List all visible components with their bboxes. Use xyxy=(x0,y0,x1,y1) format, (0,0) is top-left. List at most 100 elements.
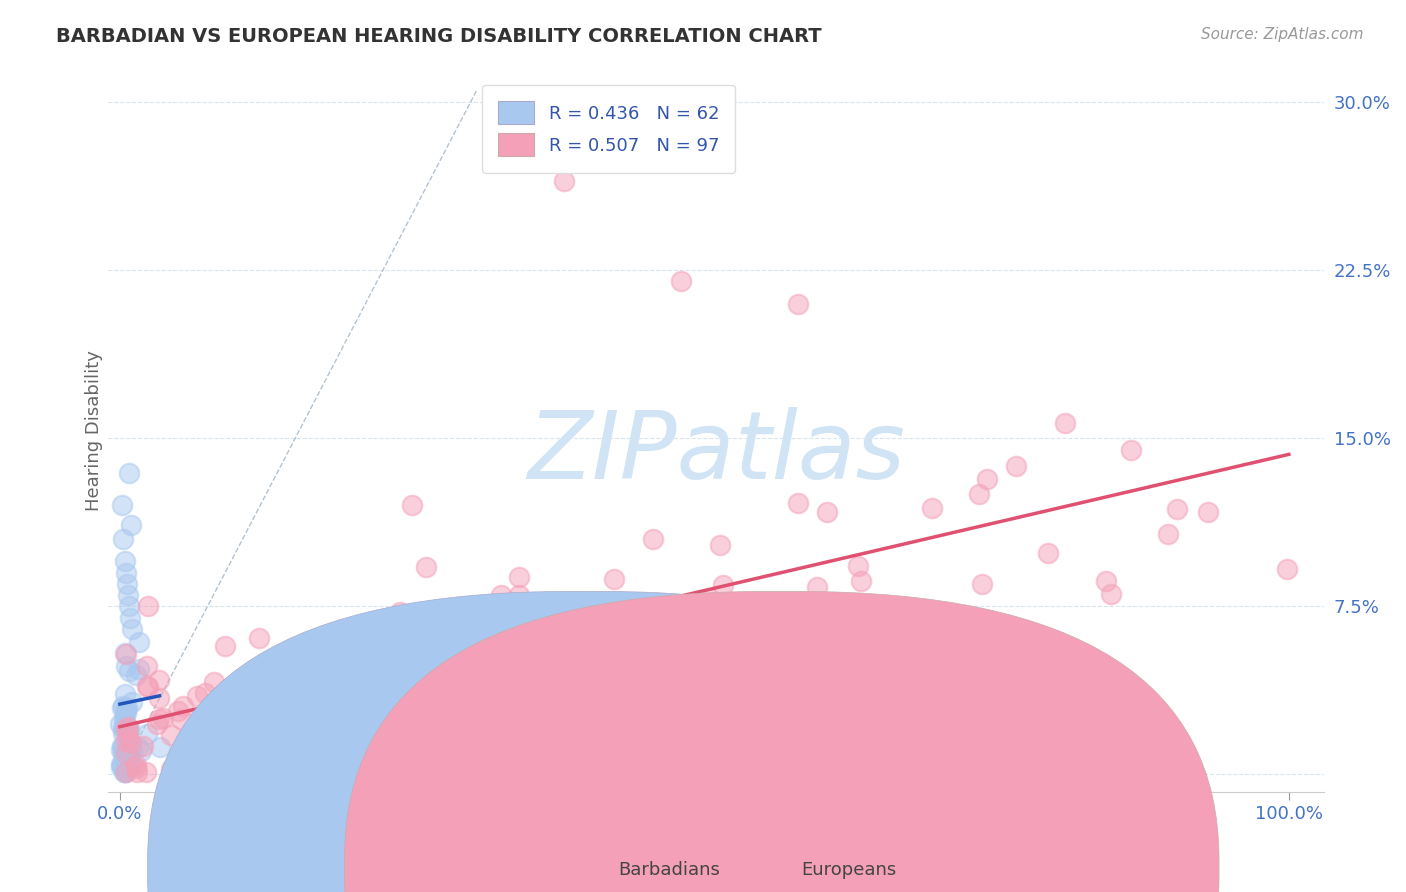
Point xyxy=(111,739,134,753)
Point xyxy=(969,487,991,501)
Point xyxy=(172,698,194,713)
Point xyxy=(112,532,135,546)
Point xyxy=(121,742,143,756)
Point xyxy=(112,712,135,726)
Point xyxy=(846,558,869,573)
Point xyxy=(242,699,264,714)
Point xyxy=(669,609,692,624)
Point xyxy=(112,726,135,740)
Point xyxy=(138,599,160,613)
Point xyxy=(1038,546,1060,560)
Point xyxy=(214,639,236,653)
Point xyxy=(641,532,664,546)
Point xyxy=(114,734,136,748)
Point xyxy=(921,500,943,515)
Point xyxy=(148,691,170,706)
Point xyxy=(118,664,141,678)
Point xyxy=(786,297,808,311)
Point xyxy=(115,659,138,673)
Point xyxy=(114,706,136,721)
Point xyxy=(129,744,152,758)
Point xyxy=(111,723,134,737)
Text: ZIPatlas: ZIPatlas xyxy=(527,407,905,498)
Point xyxy=(115,762,138,776)
Point xyxy=(127,739,149,754)
Point xyxy=(117,723,139,737)
Point xyxy=(135,765,157,780)
Point xyxy=(112,719,135,733)
Point xyxy=(602,572,624,586)
Point xyxy=(135,679,157,693)
Point xyxy=(558,622,581,636)
Point xyxy=(118,599,141,614)
Point xyxy=(211,765,233,780)
Point xyxy=(508,588,530,602)
Point xyxy=(170,712,193,726)
Point xyxy=(125,668,148,682)
Point xyxy=(508,570,530,584)
Point xyxy=(215,720,238,734)
Point xyxy=(717,723,740,737)
Point xyxy=(364,638,387,652)
Point xyxy=(115,701,138,715)
Point xyxy=(117,588,139,602)
Point xyxy=(115,706,138,720)
Point xyxy=(180,765,202,780)
Point xyxy=(114,687,136,701)
Point xyxy=(172,765,194,780)
Point xyxy=(115,746,138,760)
Point xyxy=(553,173,575,187)
Point xyxy=(160,728,183,742)
Point xyxy=(1053,416,1076,430)
Point xyxy=(114,765,136,780)
Point xyxy=(606,614,628,628)
Point xyxy=(135,727,157,741)
Point xyxy=(120,610,142,624)
Point xyxy=(174,738,197,752)
Point xyxy=(976,472,998,486)
Point xyxy=(114,746,136,760)
Point xyxy=(146,717,169,731)
Point xyxy=(415,559,437,574)
Point xyxy=(640,751,662,765)
Point xyxy=(647,596,669,610)
Point xyxy=(489,588,512,602)
Point xyxy=(599,711,621,725)
Point xyxy=(202,675,225,690)
Point xyxy=(114,765,136,780)
Point xyxy=(128,635,150,649)
Point xyxy=(166,704,188,718)
Point xyxy=(443,631,465,645)
Point xyxy=(114,722,136,736)
Point xyxy=(239,765,262,780)
Point xyxy=(114,765,136,780)
Point xyxy=(232,734,254,748)
Legend: R = 0.436   N = 62, R = 0.507   N = 97: R = 0.436 N = 62, R = 0.507 N = 97 xyxy=(482,85,735,173)
Point xyxy=(121,622,143,636)
Point xyxy=(111,700,134,714)
Point xyxy=(114,758,136,772)
Point xyxy=(117,729,139,743)
Point xyxy=(699,591,721,606)
Point xyxy=(114,752,136,766)
Point xyxy=(160,762,183,776)
Text: Barbadians: Barbadians xyxy=(619,861,720,879)
Point xyxy=(586,613,609,627)
Point xyxy=(288,692,311,706)
Point xyxy=(120,518,142,533)
Point xyxy=(111,758,134,772)
Point xyxy=(128,662,150,676)
Point xyxy=(112,764,135,779)
Point xyxy=(118,743,141,757)
Point xyxy=(502,595,524,609)
Point xyxy=(834,733,856,747)
Point xyxy=(148,712,170,726)
Point xyxy=(112,746,135,760)
Point xyxy=(111,499,134,513)
Point xyxy=(186,689,208,703)
Point xyxy=(110,759,132,773)
Point xyxy=(148,740,170,755)
Point xyxy=(117,720,139,734)
Text: Source: ZipAtlas.com: Source: ZipAtlas.com xyxy=(1201,27,1364,42)
Point xyxy=(1099,587,1122,601)
